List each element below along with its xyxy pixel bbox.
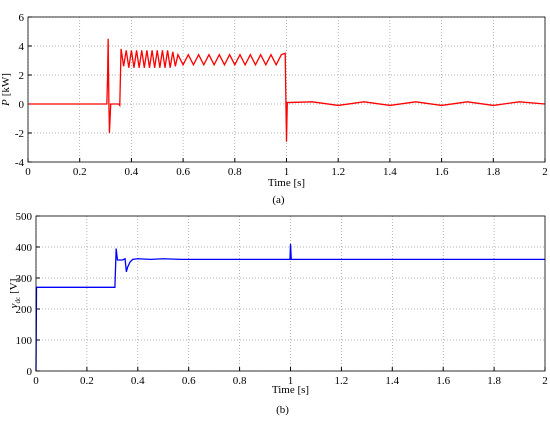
data-line (28, 38, 546, 142)
x-tick-label: 0.8 (233, 375, 247, 387)
x-tick-label: 1.2 (335, 375, 349, 387)
data-line (35, 243, 545, 372)
x-tick-label: 1 (288, 375, 294, 387)
y-tick-label: 100 (16, 335, 33, 347)
x-tick-label: 2 (542, 375, 548, 387)
y-tick-label: -4 (15, 157, 25, 169)
caption: (b) (276, 404, 289, 416)
y-tick-label: 0 (27, 366, 33, 378)
y-tick-label: 6 (19, 12, 25, 24)
x-tick-label: 1 (284, 166, 290, 178)
y-axis-label: P [kW] (0, 73, 12, 107)
y-axis-label: vdc [V] (8, 279, 22, 309)
y-label-symbol: P (0, 99, 12, 107)
y-label-unit: [V] (8, 279, 20, 294)
y-tick-label: 400 (16, 242, 33, 254)
y-tick-label: 2 (19, 70, 25, 82)
x-tick-label: 1.2 (331, 166, 345, 178)
x-tick-label: 0 (25, 166, 31, 178)
x-tick-label: 1.8 (486, 166, 500, 178)
x-tick-label: 1.8 (487, 375, 501, 387)
x-axis-label: Time [s] (268, 177, 305, 189)
x-tick-label: 0.6 (182, 375, 196, 387)
y-tick-label: 200 (16, 304, 33, 316)
x-tick-label: 0 (33, 375, 39, 387)
x-tick-label: 0.6 (176, 166, 190, 178)
x-tick-label: 1.6 (436, 375, 450, 387)
x-tick-label: 0.8 (228, 166, 242, 178)
y-tick-label: -2 (15, 128, 24, 140)
x-tick-label: 0.4 (131, 375, 145, 387)
x-tick-label: 1.6 (435, 166, 449, 178)
x-tick-label: 2 (542, 166, 548, 178)
x-tick-label: 1.4 (383, 166, 397, 178)
plot-frame (35, 215, 546, 372)
caption: (a) (272, 194, 285, 206)
y-tick-label: 500 (16, 211, 33, 223)
y-label-symbol: v (8, 303, 20, 308)
x-tick-label: 0.2 (80, 375, 94, 387)
x-axis-label: Time [s] (272, 384, 309, 396)
x-tick-label: 0.4 (125, 166, 139, 178)
subplot: 0 0.2 0.4 0.6 0.8 1 1.2 1.4 1.6 1.8 2 0 100 200 300 400… (8, 211, 548, 416)
y-label-subscript: dc (14, 297, 22, 304)
subplot: 0 0.2 0.4 0.6 0.8 1 1.2 1.4 1.6 1.8 2 -4 -2 0 2 4 6 Time … (0, 12, 548, 206)
y-label-unit: [kW] (0, 73, 12, 96)
y-tick-label: 0 (19, 99, 25, 111)
x-tick-label: 1.4 (385, 375, 399, 387)
plot-frame (27, 16, 546, 163)
y-tick-label: 300 (16, 273, 33, 285)
y-tick-label: 4 (19, 41, 25, 53)
x-tick-label: 0.2 (73, 166, 87, 178)
